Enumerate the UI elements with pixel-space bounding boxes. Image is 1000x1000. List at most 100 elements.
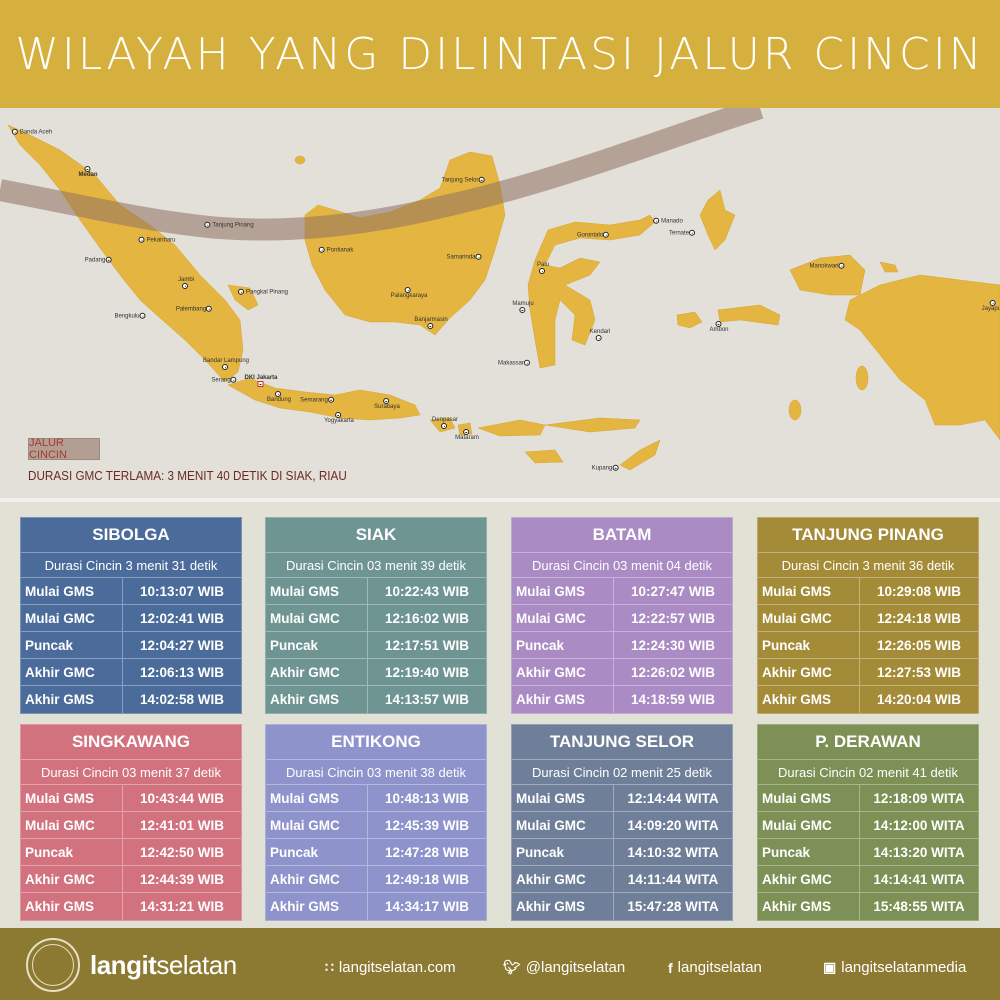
- ring-duration: Durasi Cincin 02 menit 41 detik: [758, 760, 978, 785]
- phase-label: Puncak: [758, 632, 860, 658]
- location-table-batam: BATAM Durasi Cincin 03 menit 04 detik Mul…: [511, 517, 733, 714]
- phase-time: 12:16:02 WIB: [384, 610, 470, 626]
- phase-label: Akhir GMS: [758, 893, 860, 920]
- city-label: Palu: [537, 262, 549, 274]
- table-row: Akhir GMC 12:06:13 WIB: [21, 659, 241, 686]
- city-marker-icon: [689, 229, 696, 236]
- phase-time: 14:34:17 WIB: [384, 899, 470, 914]
- island-papua-birdshead: [789, 254, 866, 296]
- city-marker-icon: [519, 307, 525, 313]
- phase-label: Akhir GMC: [21, 866, 123, 892]
- table-row: Mulai GMC 12:41:01 WIB: [21, 812, 241, 839]
- city-name: Bengkulu: [114, 313, 140, 320]
- phase-time: 12:45:39 WIB: [384, 817, 470, 833]
- city-marker-icon: [838, 262, 845, 269]
- phase-time: 14:11:44 WITA: [627, 871, 719, 887]
- location-name: SIAK: [266, 518, 486, 553]
- phase-time: 15:48:55 WITA: [873, 899, 965, 914]
- city-name: Jayapura: [981, 306, 1000, 312]
- table-row: Mulai GMS 10:29:08 WIB: [758, 578, 978, 605]
- phase-label: Mulai GMC: [21, 812, 123, 838]
- city-label: Bandung: [267, 391, 291, 403]
- table-row: Mulai GMC 14:12:00 WITA: [758, 812, 978, 839]
- phase-time: 14:13:57 WIB: [384, 692, 470, 707]
- table-row: Mulai GMS 10:27:47 WIB: [512, 578, 732, 605]
- phase-label: Puncak: [266, 839, 368, 865]
- city-name: Samarinda: [446, 254, 476, 261]
- city-marker-icon: [404, 287, 411, 293]
- website-link[interactable]: ∷ langitselatan.com: [325, 959, 456, 976]
- phase-label: Akhir GMS: [266, 893, 368, 920]
- table-row: Puncak 12:47:28 WIB: [266, 839, 486, 866]
- city-name: Ternate: [668, 230, 690, 237]
- phase-label: Puncak: [512, 632, 614, 658]
- city-name: Yogyakarta: [324, 418, 354, 424]
- phase-label: Akhir GMS: [266, 686, 368, 713]
- facebook-link[interactable]: f langitselatan: [668, 959, 762, 976]
- phase-label: Mulai GMC: [21, 605, 123, 631]
- table-row: Puncak 12:17:51 WIB: [266, 632, 486, 659]
- city-label: Bengkulu: [114, 312, 147, 320]
- phase-label: Mulai GMC: [512, 605, 614, 631]
- city-name: Tanjung Selor: [441, 177, 479, 184]
- city-label: Denpasar: [432, 417, 458, 429]
- island-sumba: [524, 449, 564, 464]
- city-name: Pangkal Pinang: [245, 289, 289, 296]
- phase-time: 12:44:39 WIB: [139, 871, 225, 887]
- ring-duration: Durasi Cincin 03 menit 37 detik: [21, 760, 241, 785]
- island-sumatra: [7, 124, 244, 383]
- instagram-link[interactable]: ▣ langitselatanmedia: [823, 959, 966, 976]
- phase-label: Mulai GMC: [266, 812, 368, 838]
- phase-time: 12:47:28 WIB: [384, 844, 470, 860]
- page-title: WILAYAH YANG DILINTASI JALUR CINCIN: [15, 28, 985, 80]
- facebook-icon: f: [668, 959, 673, 976]
- table-row: Puncak 14:10:32 WITA: [512, 839, 732, 866]
- table-row: Puncak 12:04:27 WIB: [21, 632, 241, 659]
- twitter-link[interactable]: 🐦︎ @langitselatan: [503, 959, 625, 976]
- island-papua: [844, 274, 1000, 441]
- table-row: Akhir GMC 14:14:41 WITA: [758, 866, 978, 893]
- phase-label: Mulai GMS: [266, 578, 368, 604]
- instagram-icon: ▣: [823, 959, 837, 975]
- table-row: Akhir GMS 14:02:58 WIB: [21, 686, 241, 713]
- table-row: Mulai GMS 12:14:44 WITA: [512, 785, 732, 812]
- phase-label: Puncak: [266, 632, 368, 658]
- location-table-tanjung-pinang: TANJUNG PINANG Durasi Cincin 3 menit 36 …: [757, 517, 979, 714]
- city-marker-icon: [612, 464, 619, 471]
- island-flores: [544, 417, 641, 433]
- city-name: Makassar: [497, 360, 525, 367]
- legend-ring-path: JALUR CINCIN: [28, 437, 100, 461]
- location-table-tanjung-selor: TANJUNG SELOR Durasi Cincin 02 menit 25 …: [511, 724, 733, 921]
- ring-path-band: [0, 108, 764, 241]
- table-row: Akhir GMC 12:44:39 WIB: [21, 866, 241, 893]
- longest-duration-note: DURASI GMC TERLAMA: 3 MENIT 40 DETIK DI …: [28, 468, 347, 483]
- location-name: BATAM: [512, 518, 732, 553]
- phase-time: 12:06:13 WIB: [139, 664, 225, 680]
- city-name: Manado: [661, 218, 683, 225]
- twitter-icon: 🐦︎: [503, 959, 521, 975]
- table-row: Mulai GMC 12:02:41 WIB: [21, 605, 241, 632]
- phase-time: 12:49:18 WIB: [384, 871, 470, 887]
- table-row: Akhir GMS 14:31:21 WIB: [21, 893, 241, 920]
- island-timor: [619, 439, 661, 471]
- phase-time: 14:31:21 WIB: [139, 899, 225, 914]
- website-label: langitselatan.com: [338, 959, 456, 976]
- brand-bold: langit: [90, 950, 157, 980]
- phase-label: Akhir GMC: [758, 866, 860, 892]
- city-name: Kendari: [589, 329, 611, 335]
- phase-time: 12:27:53 WIB: [876, 664, 962, 680]
- city-label: Palangkaraya: [391, 287, 427, 299]
- city-marker-icon: [475, 253, 482, 260]
- phase-label: Mulai GMC: [512, 812, 614, 838]
- city-name: Serang: [211, 377, 231, 384]
- location-name: P. DERAWAN: [758, 725, 978, 760]
- city-label: Jayapura: [982, 300, 1000, 312]
- facebook-label: langitselatan: [677, 959, 762, 976]
- city-name: Jambi: [177, 277, 195, 283]
- table-row: Akhir GMS 15:48:55 WITA: [758, 893, 978, 920]
- location-table-siak: SIAK Durasi Cincin 03 menit 39 detik Mula…: [265, 517, 487, 714]
- city-marker-icon: [257, 381, 263, 387]
- city-marker-icon: [478, 176, 485, 183]
- city-marker-icon: [596, 335, 602, 341]
- city-marker-icon: [462, 429, 469, 435]
